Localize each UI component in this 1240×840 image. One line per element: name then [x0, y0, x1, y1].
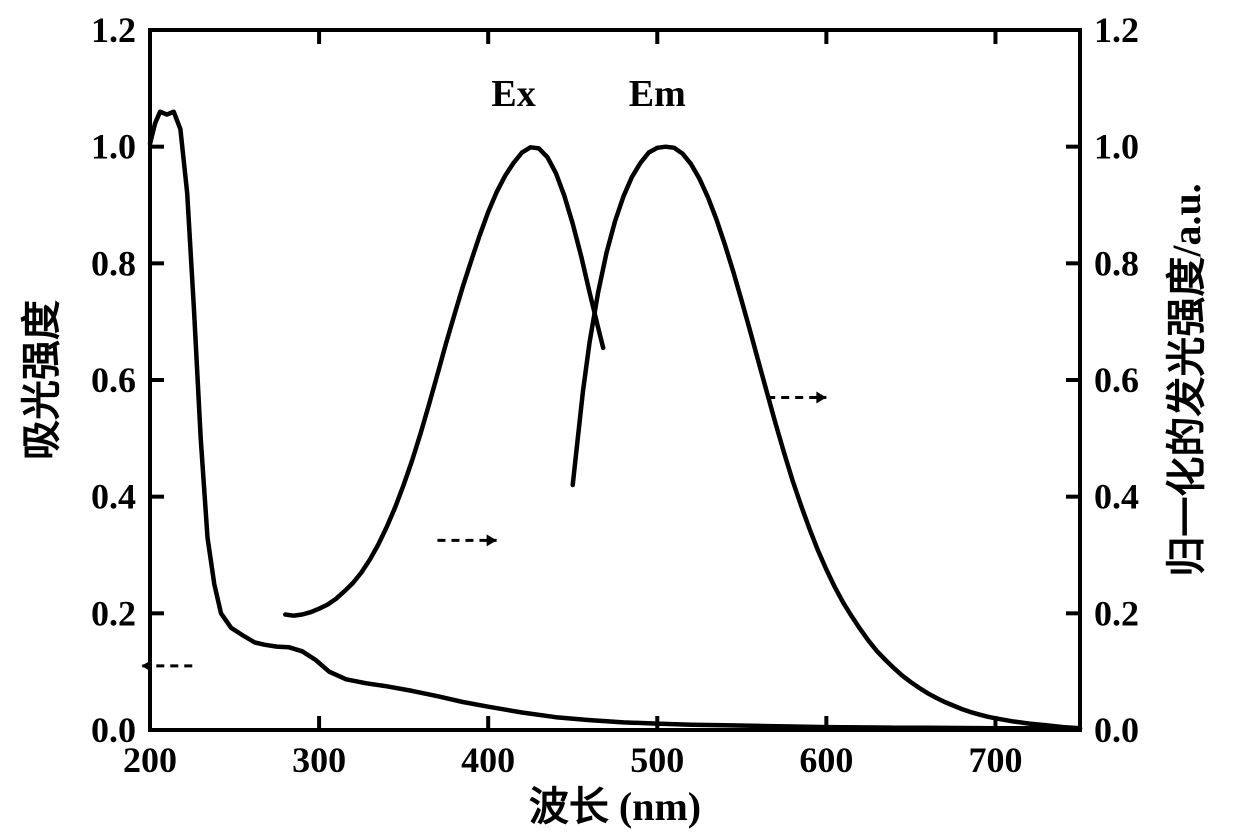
yl-tick-label: 0.8: [91, 243, 136, 283]
x-tick-label: 700: [968, 740, 1022, 780]
emission-curve: [573, 147, 1080, 729]
yr-tick-label: 0.0: [1094, 710, 1139, 750]
chart-svg: 2003004005006007000.00.20.40.60.81.01.20…: [0, 0, 1240, 840]
em-label: Em: [629, 73, 686, 115]
spectra-chart: 2003004005006007000.00.20.40.60.81.01.20…: [0, 0, 1240, 840]
yl-tick-label: 0.4: [91, 477, 136, 517]
absorption-curve: [150, 112, 1080, 729]
plot-frame: [150, 30, 1080, 730]
y-right-axis-label: 归一化的发光强度/a.u.: [1164, 183, 1209, 576]
arrowhead-icon: [487, 534, 497, 546]
yl-tick-label: 1.2: [91, 10, 136, 50]
yr-tick-label: 0.4: [1094, 477, 1139, 517]
arrowhead-icon: [816, 392, 826, 404]
yl-tick-label: 1.0: [91, 127, 136, 167]
yr-tick-label: 0.6: [1094, 360, 1139, 400]
x-tick-label: 600: [799, 740, 853, 780]
y-left-axis-label: 吸光强度: [19, 300, 64, 460]
ex-label: Ex: [491, 73, 535, 115]
yl-tick-label: 0.0: [91, 710, 136, 750]
yr-tick-label: 0.2: [1094, 593, 1139, 633]
yl-tick-label: 0.6: [91, 360, 136, 400]
arrowhead-icon: [142, 660, 152, 672]
x-tick-label: 300: [292, 740, 346, 780]
yr-tick-label: 0.8: [1094, 243, 1139, 283]
x-tick-label: 400: [461, 740, 515, 780]
yl-tick-label: 0.2: [91, 593, 136, 633]
x-axis-label: 波长 (nm): [529, 784, 701, 829]
x-tick-label: 500: [630, 740, 684, 780]
yr-tick-label: 1.2: [1094, 10, 1139, 50]
excitation-curve: [285, 147, 603, 615]
yr-tick-label: 1.0: [1094, 127, 1139, 167]
